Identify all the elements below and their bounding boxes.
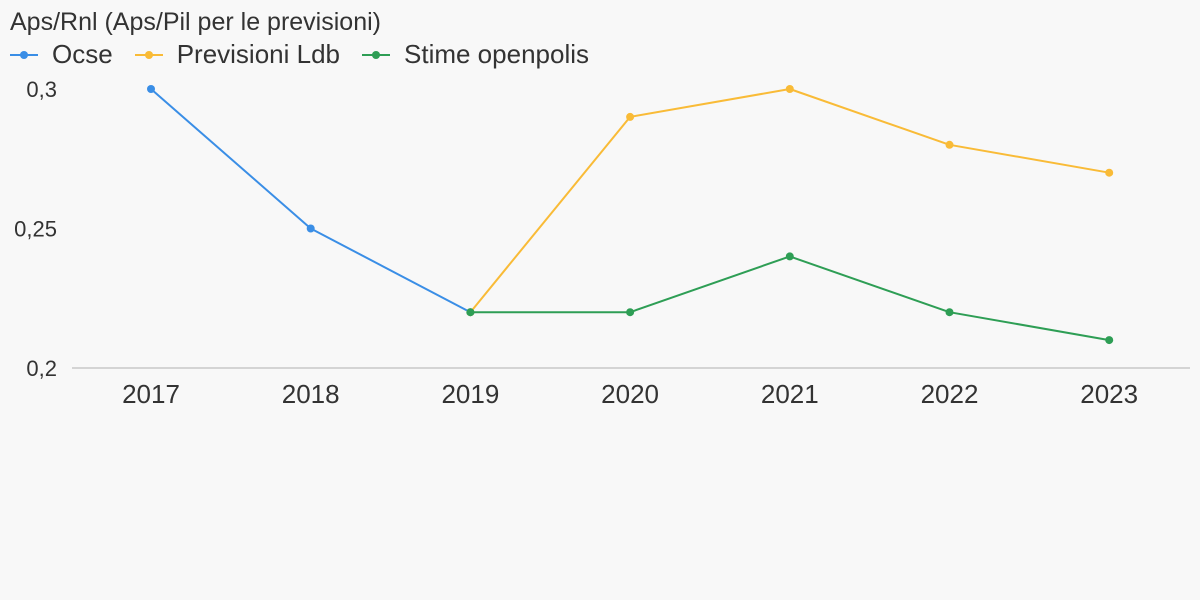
x-tick-label: 2020 xyxy=(601,379,659,409)
legend-label-ocse: Ocse xyxy=(52,39,113,69)
legend-item-stime-openpolis[interactable]: Stime openpolis xyxy=(362,39,589,70)
legend-swatch-ocse xyxy=(10,41,38,69)
series-ocse xyxy=(147,85,475,317)
x-tick-label: 2021 xyxy=(761,379,819,409)
data-point xyxy=(1105,168,1114,177)
chart-legend: Ocse Previsioni Ldb Stime openpolis xyxy=(10,39,611,70)
x-tick-label: 2022 xyxy=(921,379,979,409)
x-tick-label: 2019 xyxy=(441,379,499,409)
series-line xyxy=(469,255,1111,342)
legend-item-previsioni-ldb[interactable]: Previsioni Ldb xyxy=(134,39,340,70)
y-tick-label: 0,2 xyxy=(26,356,57,381)
data-point xyxy=(626,112,635,121)
data-point xyxy=(785,85,794,93)
data-point xyxy=(1105,336,1114,345)
y-tick-label: 0,3 xyxy=(26,77,57,102)
series-line xyxy=(150,88,472,314)
data-point xyxy=(945,308,954,317)
legend-label-previsioni-ldb: Previsioni Ldb xyxy=(176,39,340,69)
data-point xyxy=(626,308,635,317)
data-point xyxy=(785,252,794,261)
y-tick-label: 0,25 xyxy=(14,217,57,242)
legend-item-ocse[interactable]: Ocse xyxy=(10,39,113,70)
series-stime-openpolis xyxy=(466,252,1114,345)
x-tick-label: 2017 xyxy=(122,379,180,409)
series-previsioni-ldb xyxy=(466,85,1114,317)
series-line xyxy=(469,88,1111,314)
data-point xyxy=(945,140,954,149)
legend-swatch-previsioni-ldb xyxy=(134,41,163,69)
data-point xyxy=(466,308,475,317)
data-point xyxy=(306,224,315,233)
x-tick-label: 2023 xyxy=(1080,379,1138,409)
legend-swatch-stime-openpolis xyxy=(362,41,390,69)
legend-label-stime-openpolis: Stime openpolis xyxy=(404,39,589,69)
x-tick-label: 2018 xyxy=(282,379,340,409)
chart-title: Aps/Rnl (Aps/Pil per le previsioni) xyxy=(10,8,381,36)
data-point xyxy=(147,85,155,93)
